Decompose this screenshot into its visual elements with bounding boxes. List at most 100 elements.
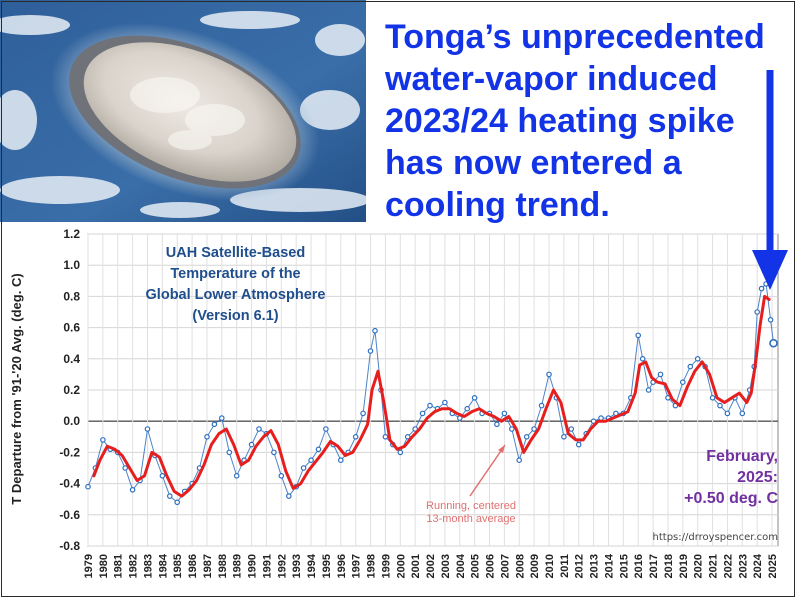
- monthly-point: [639, 356, 646, 362]
- x-tick-label: 2025: [767, 554, 779, 578]
- monthly-point: [531, 426, 537, 432]
- monthly-point: [404, 434, 411, 440]
- monthly-point: [568, 426, 575, 432]
- monthly-point: [516, 457, 523, 464]
- monthly-point: [85, 483, 91, 490]
- x-tick-label: 2012: [574, 554, 586, 578]
- monthly-point: [100, 437, 106, 443]
- monthly-point: [308, 457, 314, 464]
- x-tick-label: 2024: [752, 553, 764, 578]
- x-tick-label: 2022: [722, 554, 734, 578]
- y-tick-label: 0.8: [63, 289, 80, 303]
- x-tick-label: 2016: [633, 554, 645, 578]
- x-tick-label: 2009: [529, 554, 541, 578]
- x-tick-label: 2001: [410, 554, 422, 578]
- headline-line: Tonga’s unprecedented: [385, 18, 765, 56]
- monthly-point: [561, 434, 567, 440]
- running-average-label: Running, centered 13-month average: [408, 500, 534, 526]
- monthly-point: [382, 434, 389, 440]
- current-value-callout: February, 2025: +0.50 deg. C: [650, 446, 778, 509]
- x-tick-label: 1983: [142, 554, 154, 578]
- monthly-point: [546, 371, 552, 378]
- x-tick-label: 2011: [559, 554, 571, 578]
- monthly-point: [226, 449, 233, 456]
- latest-point: [769, 338, 778, 348]
- x-tick-label: 1989: [232, 554, 244, 578]
- monthly-point: [590, 418, 597, 425]
- monthly-point: [763, 281, 769, 287]
- monthly-point: [575, 441, 582, 448]
- x-tick-label: 1991: [261, 554, 273, 578]
- x-tick-label: 2010: [544, 554, 556, 578]
- x-tick-label: 1992: [276, 554, 288, 578]
- monthly-point: [367, 348, 374, 354]
- monthly-point: [360, 410, 366, 417]
- monthly-point: [635, 332, 642, 339]
- x-tick-label: 2018: [663, 554, 675, 578]
- monthly-point: [442, 399, 448, 406]
- monthly-point: [758, 285, 765, 292]
- monthly-point: [211, 421, 218, 428]
- x-tick-label: 2020: [693, 554, 705, 578]
- x-tick-label: 1990: [247, 554, 259, 578]
- x-tick-label: 2000: [395, 554, 407, 578]
- monthly-point: [397, 449, 404, 456]
- monthly-point: [204, 434, 210, 440]
- x-tick-label: 2017: [648, 554, 660, 578]
- y-tick-label: -0.6: [59, 508, 80, 522]
- callout-line: February,: [706, 448, 778, 465]
- x-tick-label: 2003: [440, 554, 452, 578]
- x-tick-label: 1982: [128, 554, 140, 578]
- y-tick-label: 0.2: [63, 383, 80, 397]
- monthly-point: [717, 402, 723, 409]
- monthly-point: [427, 402, 433, 409]
- headline-line: 2023/24 heating spike: [385, 102, 735, 140]
- chart-title-line: Global Lower Atmosphere: [145, 287, 326, 303]
- series-running-average: [92, 294, 771, 498]
- x-tick-label: 1995: [321, 554, 333, 578]
- y-tick-label: 0.4: [63, 352, 80, 366]
- tonga-eruption-satellite-photo: [0, 0, 366, 222]
- y-tick-label: -0.2: [59, 445, 80, 459]
- monthly-point: [501, 410, 508, 417]
- callout-line: +0.50 deg. C: [684, 490, 778, 507]
- monthly-point: [464, 405, 471, 412]
- x-tick-label: 1996: [336, 554, 348, 578]
- x-tick-label: 2013: [589, 554, 601, 578]
- headline: Tonga’s unprecedented water-vapor induce…: [385, 16, 790, 226]
- x-tick-label: 2006: [485, 554, 497, 578]
- monthly-point: [645, 387, 652, 393]
- monthly-point: [657, 371, 664, 378]
- x-tick-label: 2004: [455, 553, 467, 578]
- x-tick-label: 1980: [98, 554, 110, 578]
- monthly-point: [129, 486, 136, 493]
- y-tick-label: 0.0: [63, 414, 80, 428]
- running-label-line: Running, centered: [426, 500, 516, 512]
- monthly-point: [412, 426, 419, 432]
- x-axis-ticks: 1979 1980 1981 1982 1983 1984 1985 1986 1987 1988…: [83, 553, 779, 578]
- x-tick-label: 2008: [514, 554, 526, 578]
- x-tick-label: 1994: [306, 553, 318, 578]
- x-tick-label: 1987: [202, 554, 214, 578]
- running-average-line: [92, 294, 771, 498]
- monthly-point: [122, 465, 129, 471]
- x-tick-label: 2015: [618, 554, 630, 578]
- headline-line: has now entered a: [385, 144, 682, 182]
- running-label-line: 13-month average: [426, 513, 516, 525]
- x-tick-label: 1999: [380, 554, 392, 578]
- x-tick-label: 1998: [366, 554, 378, 578]
- y-tick-label: 1.0: [63, 258, 80, 272]
- x-tick-label: 2021: [708, 554, 720, 578]
- y-tick-label: 0.6: [63, 321, 80, 335]
- chart-title-line: UAH Satellite-Based: [165, 245, 306, 261]
- monthly-point: [352, 434, 359, 440]
- monthly-point: [523, 434, 530, 440]
- monthly-point: [219, 415, 225, 421]
- x-tick-label: 1986: [187, 554, 199, 578]
- monthly-point: [285, 493, 292, 499]
- x-tick-label: 2002: [425, 554, 437, 578]
- y-axis-label: T Departure from '91-'20 Avg. (deg. C): [9, 273, 24, 504]
- monthly-point: [248, 441, 255, 448]
- x-tick-label: 1979: [83, 554, 95, 578]
- eruption-plume-image: [0, 0, 366, 222]
